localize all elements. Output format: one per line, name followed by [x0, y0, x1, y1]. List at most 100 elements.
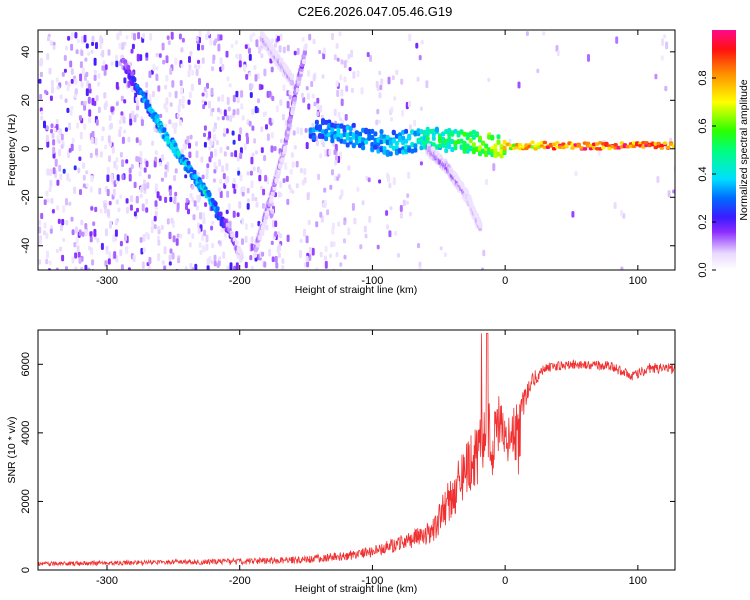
- noise-cell: [340, 189, 344, 197]
- noise-cell: [119, 240, 123, 247]
- main-band-cell: [450, 147, 455, 152]
- noise-cell: [282, 178, 286, 184]
- main-band-cell: [348, 131, 353, 137]
- noise-cell: [339, 117, 343, 122]
- main-band-cell: [459, 144, 464, 150]
- descending-trace-1-cell: [141, 91, 146, 97]
- noise-cell: [158, 195, 162, 201]
- main-band-cell: [330, 127, 335, 132]
- main-band-cell: [496, 139, 501, 145]
- noise-cell: [295, 183, 299, 189]
- main-band-cell: [478, 135, 482, 141]
- noise-cell: [343, 238, 346, 244]
- spectrogram-x-tick-label: 0: [502, 275, 508, 287]
- main-band-cell: [379, 147, 384, 153]
- noise-cell: [83, 100, 87, 106]
- noise-cell: [88, 246, 92, 251]
- noise-cell: [39, 93, 43, 100]
- main-band-cell: [456, 139, 461, 144]
- noise-cell: [141, 203, 145, 212]
- noise-cell: [92, 221, 96, 227]
- noise-cell: [203, 229, 207, 237]
- noise-cell: [188, 64, 192, 71]
- noise-cell: [176, 113, 180, 119]
- main-band-cell: [604, 141, 609, 146]
- main-band-cell: [379, 139, 384, 145]
- noise-cell: [87, 96, 91, 104]
- noise-cell: [161, 154, 165, 161]
- noise-cell: [214, 38, 218, 44]
- noise-cell: [222, 132, 226, 137]
- noise-cell: [235, 53, 239, 59]
- noise-cell: [106, 174, 110, 183]
- main-band-cell: [524, 146, 529, 151]
- noise-cell: [663, 34, 667, 39]
- noise-cell: [178, 33, 182, 40]
- descending-trace-1-cell: [145, 99, 150, 105]
- main-band-cell: [345, 142, 350, 148]
- noise-cell: [187, 208, 190, 215]
- noise-cell: [295, 160, 299, 168]
- noise-cell: [274, 231, 278, 237]
- noise-cell: [264, 111, 268, 116]
- noise-cell: [84, 264, 88, 270]
- descending-trace-1-cell: [132, 77, 137, 82]
- noise-cell: [315, 221, 319, 228]
- noise-cell: [89, 231, 93, 237]
- noise-cell: [97, 81, 101, 87]
- main-band-cell: [462, 140, 467, 146]
- noise-cell: [244, 261, 248, 269]
- noise-cell: [301, 179, 305, 186]
- noise-cell: [246, 203, 250, 210]
- main-band-cell: [453, 128, 458, 134]
- noise-cell: [74, 32, 78, 39]
- noise-cell: [213, 260, 217, 267]
- noise-cell: [667, 190, 671, 198]
- noise-cell: [360, 87, 364, 95]
- noise-cell: [90, 249, 94, 256]
- noise-cell: [78, 144, 82, 152]
- noise-cell: [393, 96, 397, 101]
- noise-cell: [276, 35, 280, 42]
- noise-cell: [277, 191, 281, 198]
- noise-cell: [328, 149, 332, 156]
- noise-cell: [171, 252, 175, 260]
- noise-cell: [119, 30, 122, 37]
- noise-cell: [286, 44, 290, 52]
- snr-panel: 0 2000 4000 6000 -300 -200 -100 0 100 Height of…: [6, 329, 676, 595]
- main-band-cell: [493, 143, 498, 149]
- main-band-cell: [656, 141, 661, 146]
- noise-cell: [236, 108, 240, 115]
- noise-cell: [193, 200, 197, 207]
- noise-cell: [235, 90, 239, 98]
- noise-cell: [250, 243, 254, 251]
- noise-cell: [49, 228, 53, 234]
- noise-cell: [83, 104, 87, 111]
- noise-cell: [219, 178, 223, 185]
- noise-cell: [159, 113, 163, 119]
- descending-trace-1-cell: [155, 113, 160, 119]
- noise-cell: [51, 86, 54, 94]
- noise-cell: [133, 181, 137, 189]
- noise-cell: [89, 236, 93, 243]
- noise-cell: [406, 193, 410, 198]
- ascending-trace-cell: [263, 219, 268, 225]
- noise-cell: [353, 217, 357, 225]
- noise-cell: [361, 200, 365, 206]
- main-band-cell: [465, 148, 470, 154]
- spectrogram-x-tick-label: -100: [361, 275, 383, 287]
- noise-cell: [331, 32, 334, 41]
- noise-cell: [275, 262, 279, 269]
- noise-cell: [261, 251, 265, 257]
- colorbar-tick-label: 0.2: [697, 214, 709, 229]
- main-band-cell: [339, 123, 344, 129]
- main-band-cell: [354, 140, 359, 145]
- noise-cell: [62, 237, 66, 242]
- noise-cell: [206, 258, 210, 266]
- noise-cell: [418, 55, 422, 61]
- noise-cell: [145, 81, 149, 88]
- noise-cell: [268, 248, 272, 257]
- noise-cell: [307, 70, 311, 77]
- noise-cell: [228, 83, 232, 88]
- noise-cell: [78, 257, 82, 264]
